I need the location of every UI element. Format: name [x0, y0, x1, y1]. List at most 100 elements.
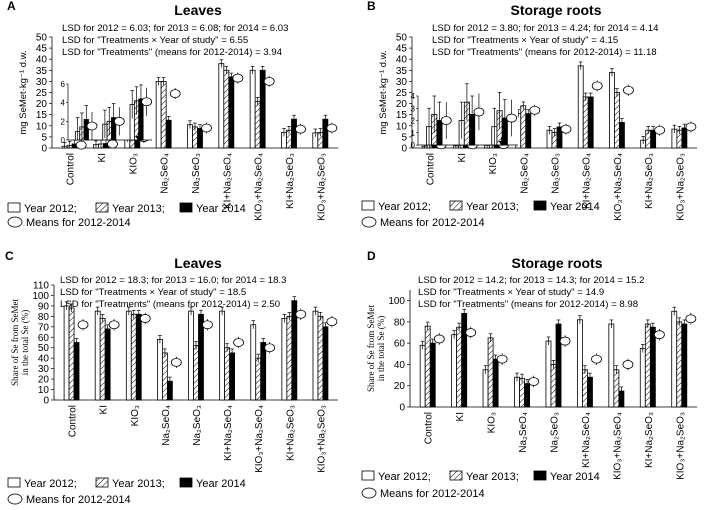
- panel-c-bar-year-2014-8: [322, 326, 329, 401]
- panel-b-inset-mean-marker-0: [440, 116, 452, 125]
- panel-b-mean-marker-3: [529, 105, 541, 115]
- panel-d-xtick-label-0: Control: [424, 412, 435, 444]
- panel-b-xtick-label-5: KI+Na₂SeO₄: [582, 153, 593, 209]
- panel-d-mean-marker-3: [528, 377, 540, 386]
- panel-a-bar-year-2012-3: [155, 81, 162, 149]
- panel-c-mean-marker-1: [108, 320, 120, 330]
- panel-b-ytick-label-6: 30: [396, 77, 408, 88]
- panel-b-ylabel: mg SeMet·kg⁻¹ d.w.: [378, 50, 389, 134]
- panel-d-xtick-label-6: KIO₃+Na₂SeO₄: [612, 412, 623, 480]
- panel-a-mean-marker-8: [326, 123, 338, 133]
- panel-a-bar-year-2014-5: [228, 76, 235, 149]
- panel-b-mean-marker-4: [560, 124, 572, 134]
- panel-c-ytick-label-0: 0: [43, 396, 49, 407]
- panel-c-xtick-label-6: KIO₃+Na₂SeO₄: [254, 405, 265, 473]
- panel-c-bar-year-2013-8: [317, 315, 324, 401]
- panel-c-ytick-label-5: 50: [38, 343, 50, 354]
- panel-c-bar-year-2012-5: [219, 310, 226, 401]
- panel-d-bar-year-2014-7: [649, 326, 656, 408]
- panel-a-legend-label-2012: Year 2012;: [24, 203, 77, 215]
- panel-b-bar-year-2014-5: [587, 96, 594, 149]
- panel-a-legend-swatch-2012: [7, 202, 21, 213]
- panel-d-bar-year-2013-2: [487, 337, 494, 408]
- panel-d-xtick-label-1: KI: [455, 412, 466, 421]
- panel-b-legend-swatch-2014: [533, 200, 547, 211]
- panel-c-legend-label-2013: Year 2013;: [112, 478, 165, 490]
- panel-a-xtick-label-8: KIO₃+Na₂SeO₃: [316, 153, 327, 221]
- panel-c-bar-year-2013-1: [99, 318, 106, 401]
- panel-c-bar-year-2012-6: [250, 324, 257, 401]
- panel-b-mean-marker-5: [591, 81, 603, 91]
- panel-c-legend-swatch-means: [7, 493, 23, 505]
- panel-c-bar-year-2012-8: [312, 310, 319, 401]
- panel-a-ylabel: mg SeMet·kg⁻¹ d.w.: [18, 50, 29, 134]
- panel-a-ytick-label-6: 30: [36, 77, 48, 88]
- panel-d-xtick-label-8: KIO₃+Na₂SeO₃: [675, 412, 686, 480]
- panel-a-legend: Year 2012; Year 2013; Year 2014 Means for 2…: [7, 202, 246, 229]
- panel-a-bar-year-2012-6: [249, 69, 256, 149]
- panel-d-mean-marker-4: [559, 336, 571, 346]
- panel-d-lsd-2: LSD for "Treatments" (means for 2012-201…: [418, 299, 638, 310]
- panel-c-bar-year-2014-4: [198, 313, 204, 401]
- panel-c-xtick-label-4: Na₂SeO₃: [192, 405, 203, 446]
- panel-d-xtick-label-2: KIO₃: [487, 412, 498, 433]
- panel-d-legend-label-2013: Year 2013;: [466, 471, 519, 483]
- panel-c-ytick-label-1: 10: [38, 385, 50, 396]
- panel-c-lsd-1: LSD for "Treatments × Year of study" = 1…: [60, 287, 246, 298]
- panel-c-ytick-label-9: 90: [38, 301, 50, 312]
- panel-a-ytick-label-2: 10: [36, 121, 48, 132]
- panel-d-ylabel-1: in the total Se (%): [376, 316, 386, 381]
- panel-d: D Storage roots LSD for 2012 = 14.2; for 2…: [361, 249, 697, 500]
- panel-b-legend-label-means: Means for 2012-2014: [380, 217, 485, 229]
- panel-b-label: B: [367, 0, 376, 13]
- panel-b-inset-ytick-label-1: 1: [411, 129, 416, 138]
- panel-c-mean-marker-6: [264, 343, 276, 353]
- panel-b-legend-label-2012: Year 2012;: [378, 201, 431, 213]
- panel-a-inset-ytick-label-2: 4: [61, 99, 66, 108]
- panel-d-mean-marker-1: [465, 328, 477, 337]
- panel-b-inset-ytick-label-4: 4: [411, 92, 416, 101]
- panel-a-ytick-label-3: 15: [36, 110, 48, 121]
- panel-c-legend-label-2014: Year 2014: [196, 478, 246, 490]
- panel-b-mean-marker-8: [685, 122, 697, 132]
- panel-a-mean-marker-6: [263, 77, 275, 86]
- panel-d-bar-year-2012-1: [451, 334, 458, 408]
- panel-a-legend-swatch-means: [7, 216, 23, 228]
- panel-d-legend-label-2014: Year 2014: [550, 471, 600, 483]
- panel-b-bar-year-2013-6: [614, 92, 620, 149]
- panel-b-bar-year-2014-3: [525, 113, 532, 149]
- panel-a-inset-ytick-label-0: 0: [61, 136, 66, 145]
- panel-d-bar-year-2012-8: [671, 310, 678, 408]
- panel-d-bar-year-2013-7: [644, 323, 651, 408]
- panel-d-mean-marker-5: [591, 354, 602, 364]
- panel-a-inset-ytick-label-3: 6: [61, 80, 66, 89]
- panel-a-bar-year-2013-5: [223, 69, 230, 149]
- panel-b-xtick-label-8: KIO₃+Na₂SeO₃: [675, 153, 686, 221]
- panel-d-bar-year-2012-7: [639, 348, 646, 408]
- panel-c-ytick-label-11: 110: [33, 281, 49, 292]
- panel-d-bar-year-2014-4: [555, 323, 562, 408]
- panel-a-xtick-label-1: KI: [97, 153, 108, 162]
- panel-d-legend-swatch-2013: [449, 470, 463, 481]
- panel-c-xtick-label-8: KIO₃+Na₂SeO₃: [316, 405, 327, 473]
- panel-c-lsd-2: LSD for "Treatments" (means for 2012-201…: [60, 299, 280, 310]
- panel-c-ytick-label-7: 70: [38, 322, 50, 333]
- panel-c-mean-marker-4: [202, 320, 213, 330]
- panel-b-inset-mean-marker-1: [473, 107, 485, 117]
- panel-c-bar-year-2013-3: [162, 352, 168, 401]
- panel-d-xtick-label-5: KI+Na₂SeO₄: [581, 412, 592, 468]
- panel-c-bar-year-2012-1: [94, 310, 101, 401]
- panel-d-lsd-0: LSD for 2012 = 14.2; for 2013 = 14.3; fo…: [418, 275, 644, 286]
- panel-d-label: D: [367, 249, 376, 263]
- panel-b-bar-year-2012-5: [577, 65, 584, 149]
- panel-a-ytick-label-1: 5: [41, 132, 47, 143]
- panel-b-xtick-label-7: KI+Na₂SeO₃: [644, 153, 655, 209]
- panel-a-bar-year-2014-7: [291, 118, 297, 149]
- panel-b-xtick-label-6: KIO₃+Na₂SeO₄: [613, 153, 624, 221]
- panel-c-bar-year-2014-1: [104, 328, 111, 401]
- panel-a-ytick-label-7: 35: [36, 66, 48, 77]
- panel-c-bar-year-2013-0: [68, 307, 75, 401]
- panel-a-xtick-label-4: Na₂SeO₃: [191, 153, 202, 194]
- panel-c-legend-swatch-2014: [179, 477, 193, 488]
